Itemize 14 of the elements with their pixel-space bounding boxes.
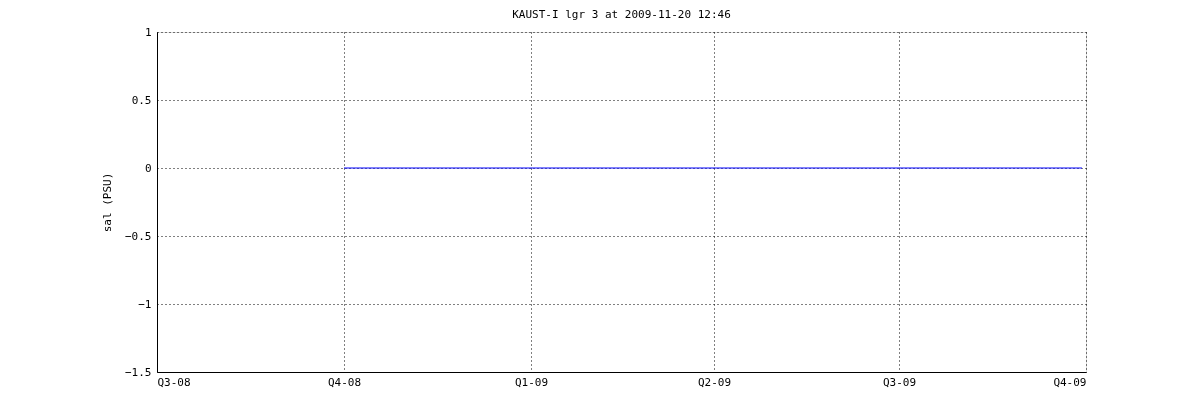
x-tick-label: Q4-09 (1053, 375, 1087, 389)
y-tick-label: −1 (138, 297, 152, 311)
x-tick-label: Q1-09 (514, 375, 549, 389)
x-tick-label: Q3-08 (157, 375, 191, 389)
y-tick-label: −0.5 (125, 229, 152, 243)
y-axis-title: sal (PSU) (101, 172, 115, 233)
x-tick-label: Q3-09 (882, 375, 917, 389)
y-tick-label: 0 (144, 161, 152, 175)
y-tick-label: 1 (144, 25, 152, 39)
x-tick-label: Q2-09 (697, 375, 732, 389)
y-tick-label: −1.5 (125, 365, 152, 379)
x-tick-label: Q4-08 (327, 375, 362, 389)
chart-title: KAUST-I lgr 3 at 2009-11-20 12:46 (512, 8, 731, 21)
y-tick-label: 0.5 (131, 93, 152, 107)
